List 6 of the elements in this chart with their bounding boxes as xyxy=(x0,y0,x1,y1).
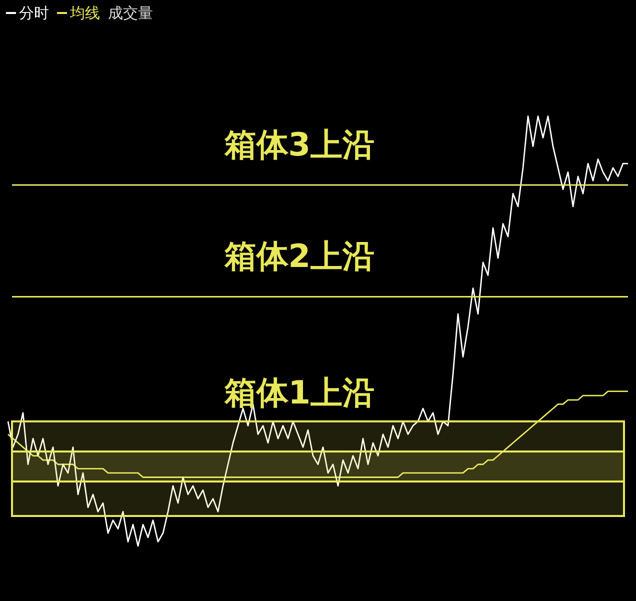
legend-label: 分时 xyxy=(18,4,49,22)
text: 成交量 xyxy=(108,4,153,22)
legend-label: 均线 xyxy=(69,4,100,22)
band-label: 箱体1上沿 xyxy=(223,374,375,412)
ref-line-label: 箱体2上沿 xyxy=(223,237,375,276)
ref-line-label: 箱体3上沿 xyxy=(223,125,375,164)
